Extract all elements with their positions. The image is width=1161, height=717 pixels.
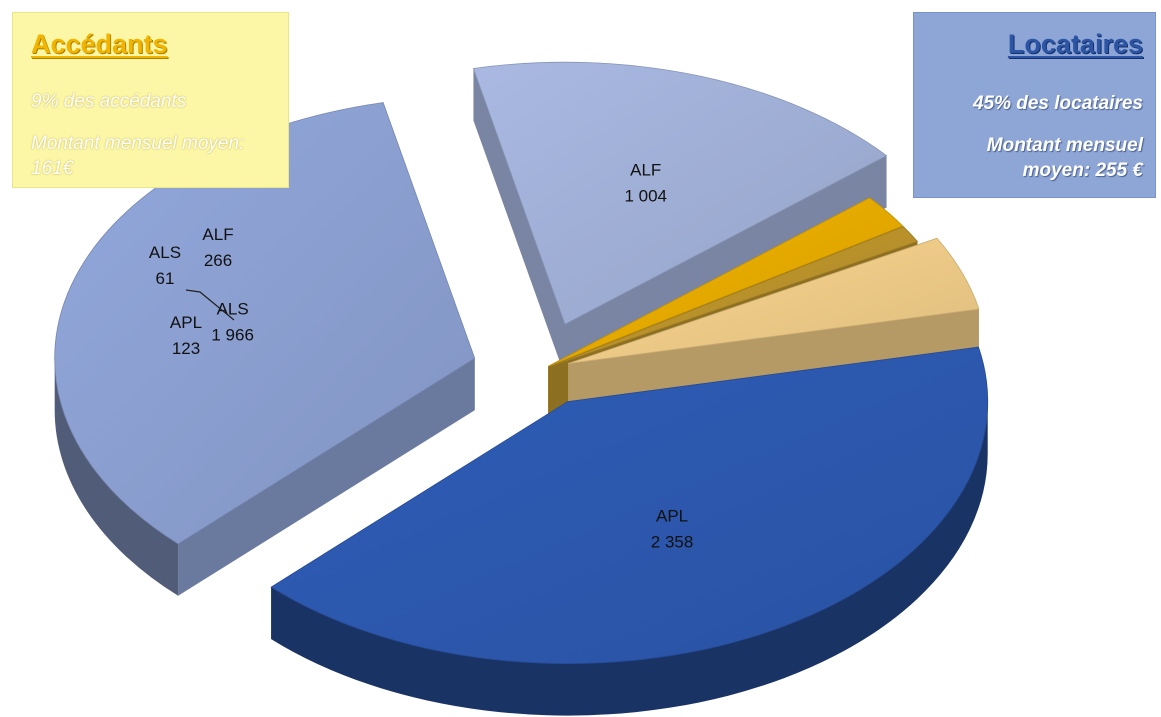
locataires-title: Locataires — [1007, 29, 1143, 59]
leader-line-als — [185, 289, 235, 321]
slice-value-0: 2 358 — [651, 532, 694, 551]
slice-edge-0 — [271, 401, 988, 716]
slice-label-3: APL — [170, 313, 202, 332]
slice-label-5: ALF — [202, 225, 233, 244]
slice-value-5: 266 — [204, 251, 232, 270]
slice-value-1: 1 966 — [211, 326, 254, 345]
accedants-legend-box: Accédants 9% des accédants Montant mensu… — [12, 12, 289, 188]
slice-value-3: 123 — [172, 339, 200, 358]
pie-slice-accdants-apl — [547, 197, 904, 367]
pie-slice-tops — [54, 61, 989, 664]
slice-value-2: 1 004 — [624, 186, 667, 205]
accedants-share-text: 9% des accédants — [31, 91, 187, 112]
accedants-title: Accédants — [31, 29, 168, 59]
locataires-share-text: 45% des locataires — [972, 93, 1143, 114]
slice-label-1: ALS — [217, 300, 249, 319]
slice-label-0: APL — [656, 506, 688, 525]
slice-label-2: ALF — [630, 160, 661, 179]
pie-slice-locataires-alf — [472, 61, 888, 325]
pie-slice-locataires-apl — [270, 346, 989, 664]
slice-wall-2-0 — [473, 68, 565, 377]
accedants-amount-text: Montant mensuel moyen: 161€ — [31, 133, 245, 179]
locataires-amount-text: Montant mensuel moyen: 255 € — [986, 135, 1143, 181]
pie-slice-accdants-als — [548, 226, 919, 368]
slice-wall-1-0 — [178, 358, 475, 596]
slice-label-4: ALS — [149, 243, 181, 262]
slice-edge-1 — [54, 358, 179, 596]
locataires-legend-box: Locataires 45% des locataires Montant me… — [913, 12, 1156, 198]
slice-value-4: 61 — [156, 269, 175, 288]
pie-slice-accdants-alf — [568, 237, 980, 364]
